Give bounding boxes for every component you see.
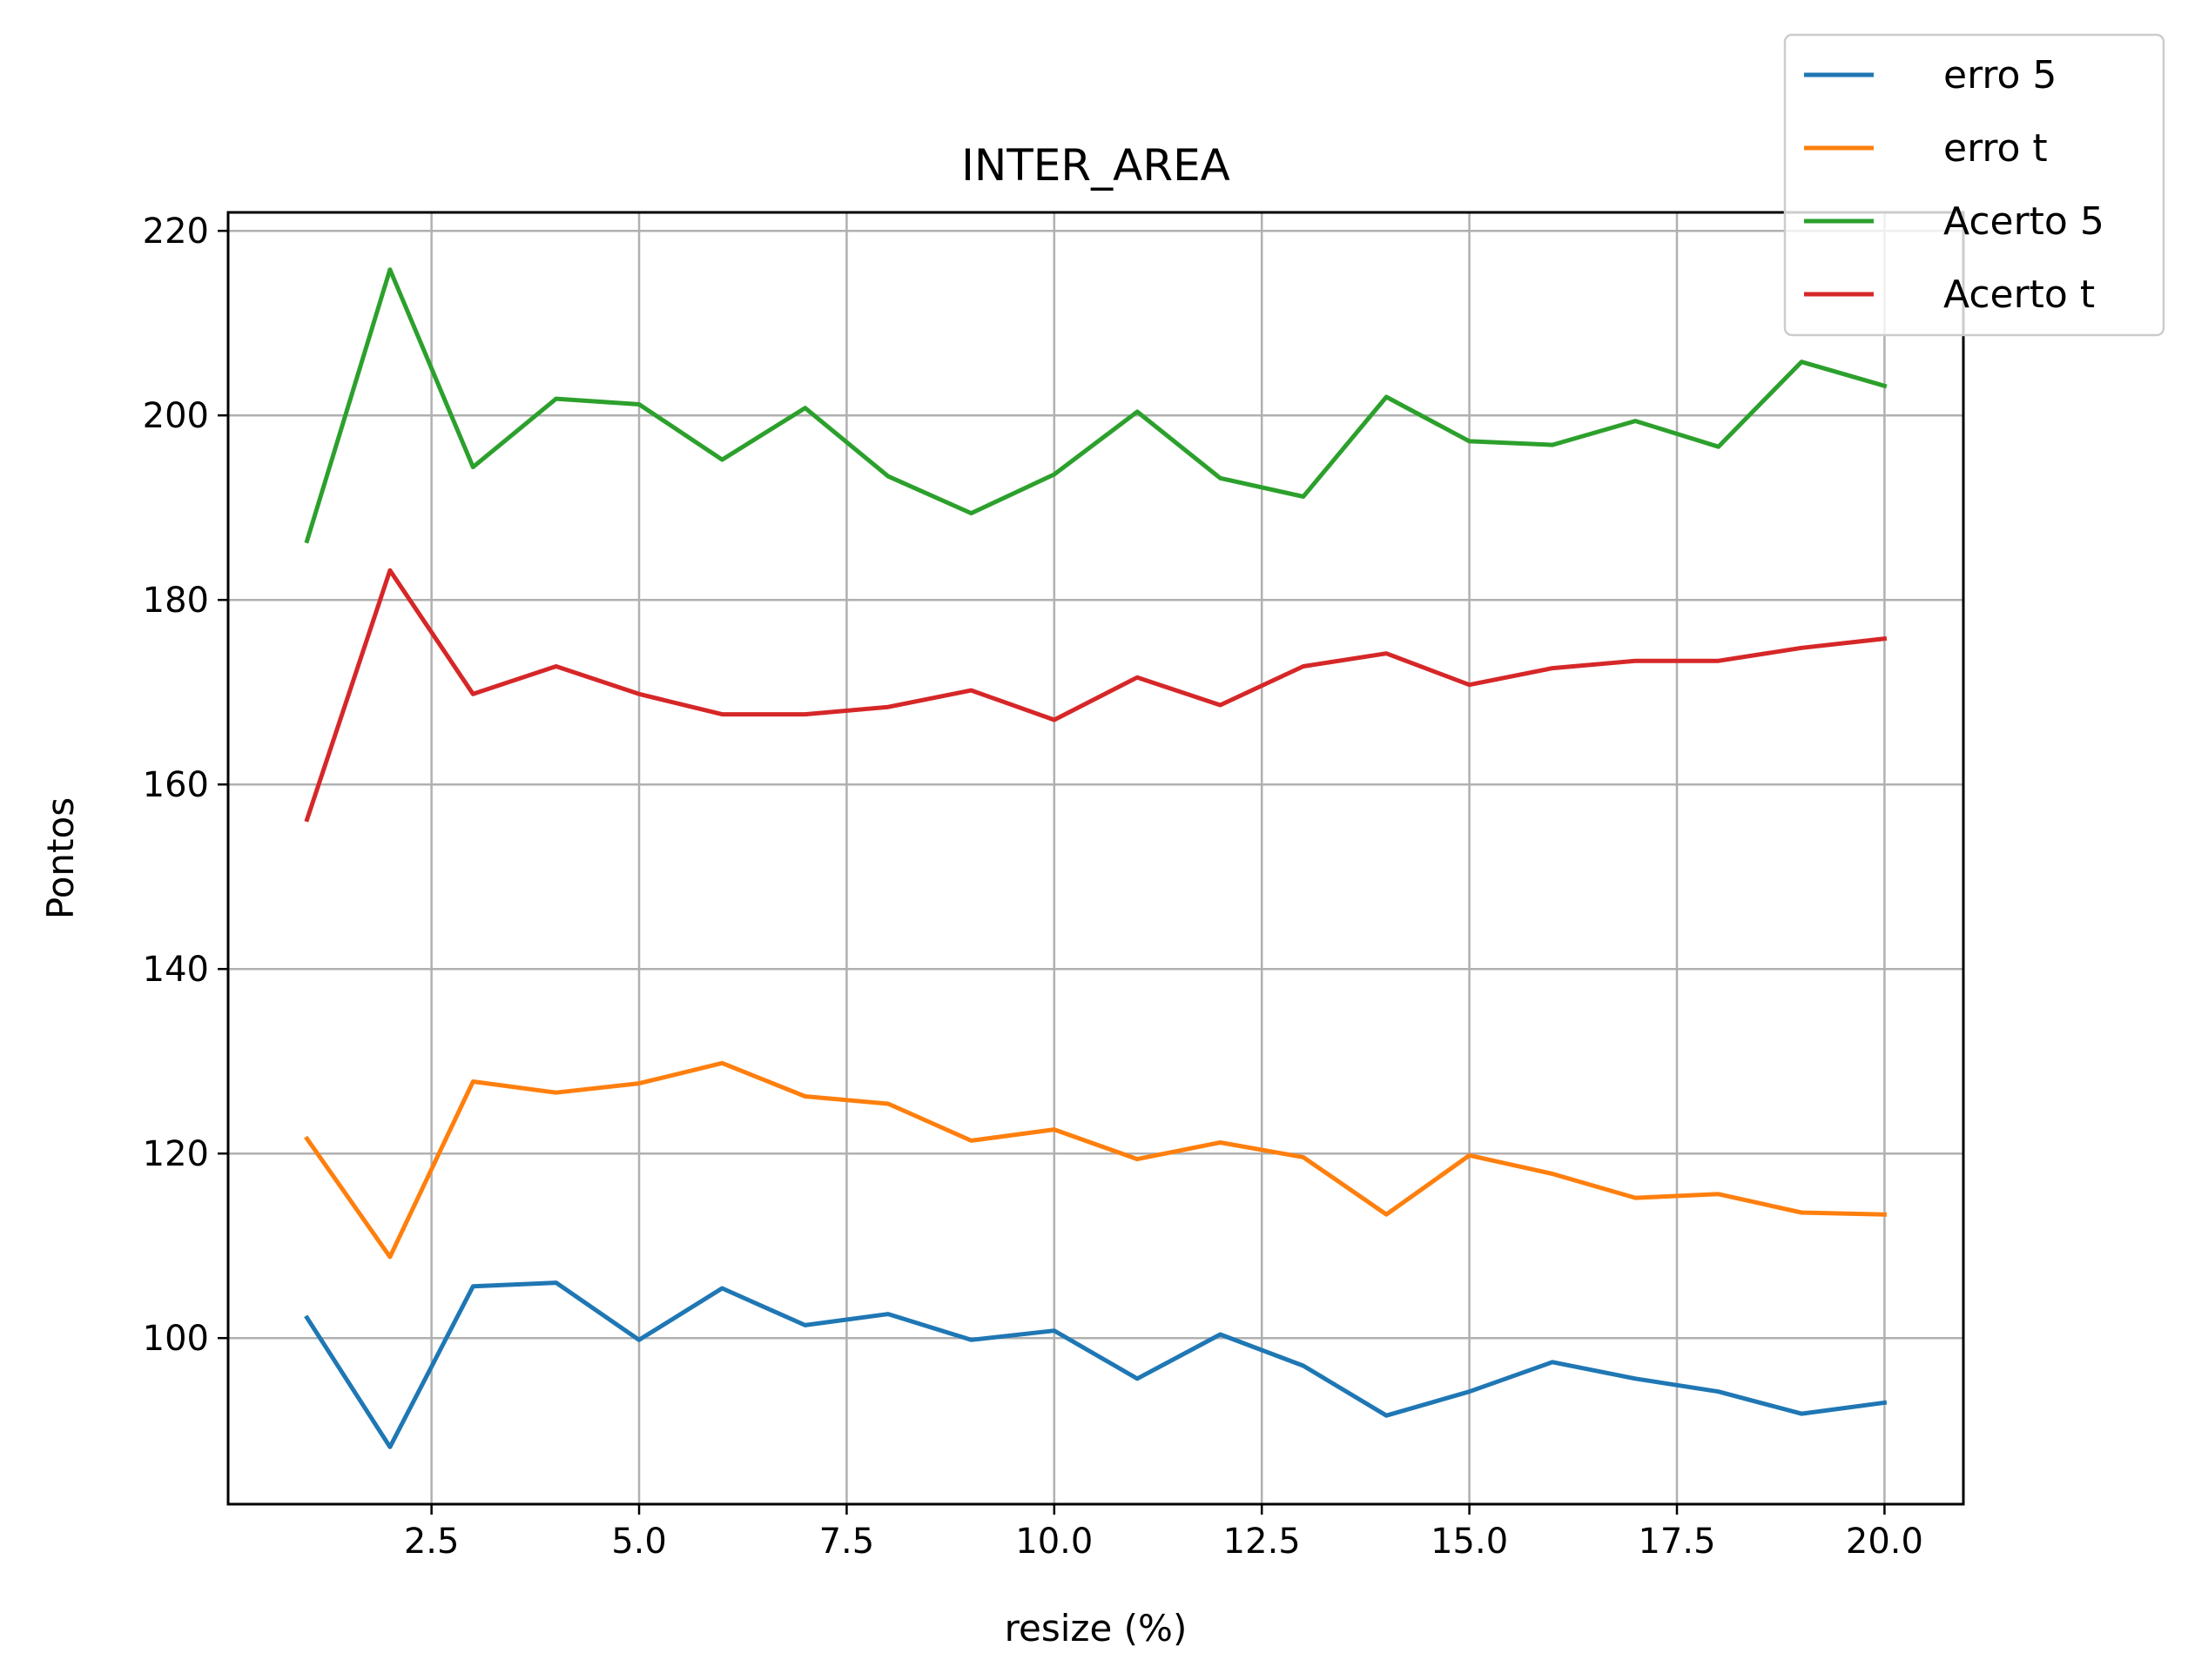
series-lines (304, 267, 1888, 1449)
y-tick-label: 200 (143, 396, 209, 436)
x-tick-label: 17.5 (1638, 1522, 1715, 1562)
x-tick-label: 2.5 (404, 1522, 460, 1562)
series-line-acerto-t (304, 568, 1888, 823)
x-tick-label: 15.0 (1431, 1522, 1508, 1562)
plot-frame (226, 211, 1965, 1506)
y-tick-label: 140 (143, 950, 209, 990)
series-line-acerto-5 (304, 267, 1888, 544)
y-axis-label: Pontos (39, 797, 82, 919)
grid (228, 212, 1963, 1504)
series-line-erro-t (304, 1060, 1887, 1260)
legend-box (1783, 33, 2165, 337)
y-tick-label: 180 (143, 581, 209, 621)
x-tick-label: 10.0 (1015, 1522, 1093, 1562)
x-tick-label: 7.5 (819, 1522, 875, 1562)
x-tick-label: 5.0 (611, 1522, 667, 1562)
legend-label: erro t (1943, 126, 2048, 171)
x-tick-label: 12.5 (1223, 1522, 1301, 1562)
chart-title: INTER_AREA (961, 140, 1230, 191)
series-line-erro-5 (304, 1280, 1888, 1449)
x-tick-label: 20.0 (1846, 1522, 1923, 1562)
y-tick-label: 160 (143, 765, 209, 805)
axis-ticks: 2.5 5.0 7.5 10.0 12.5 15.0 17.5 20.0 100 120 140 16… (143, 212, 1923, 1562)
legend-label: Acerto 5 (1943, 199, 2104, 244)
x-axis-label: resize (%) (1005, 1607, 1188, 1650)
legend-label: Acerto t (1943, 272, 2095, 317)
y-tick-label: 220 (143, 212, 209, 252)
legend: erro 5 erro t Acerto 5 Acerto t (1783, 33, 2165, 337)
y-tick-label: 100 (143, 1319, 209, 1359)
legend-label: erro 5 (1943, 53, 2057, 97)
y-tick-label: 120 (143, 1134, 209, 1174)
